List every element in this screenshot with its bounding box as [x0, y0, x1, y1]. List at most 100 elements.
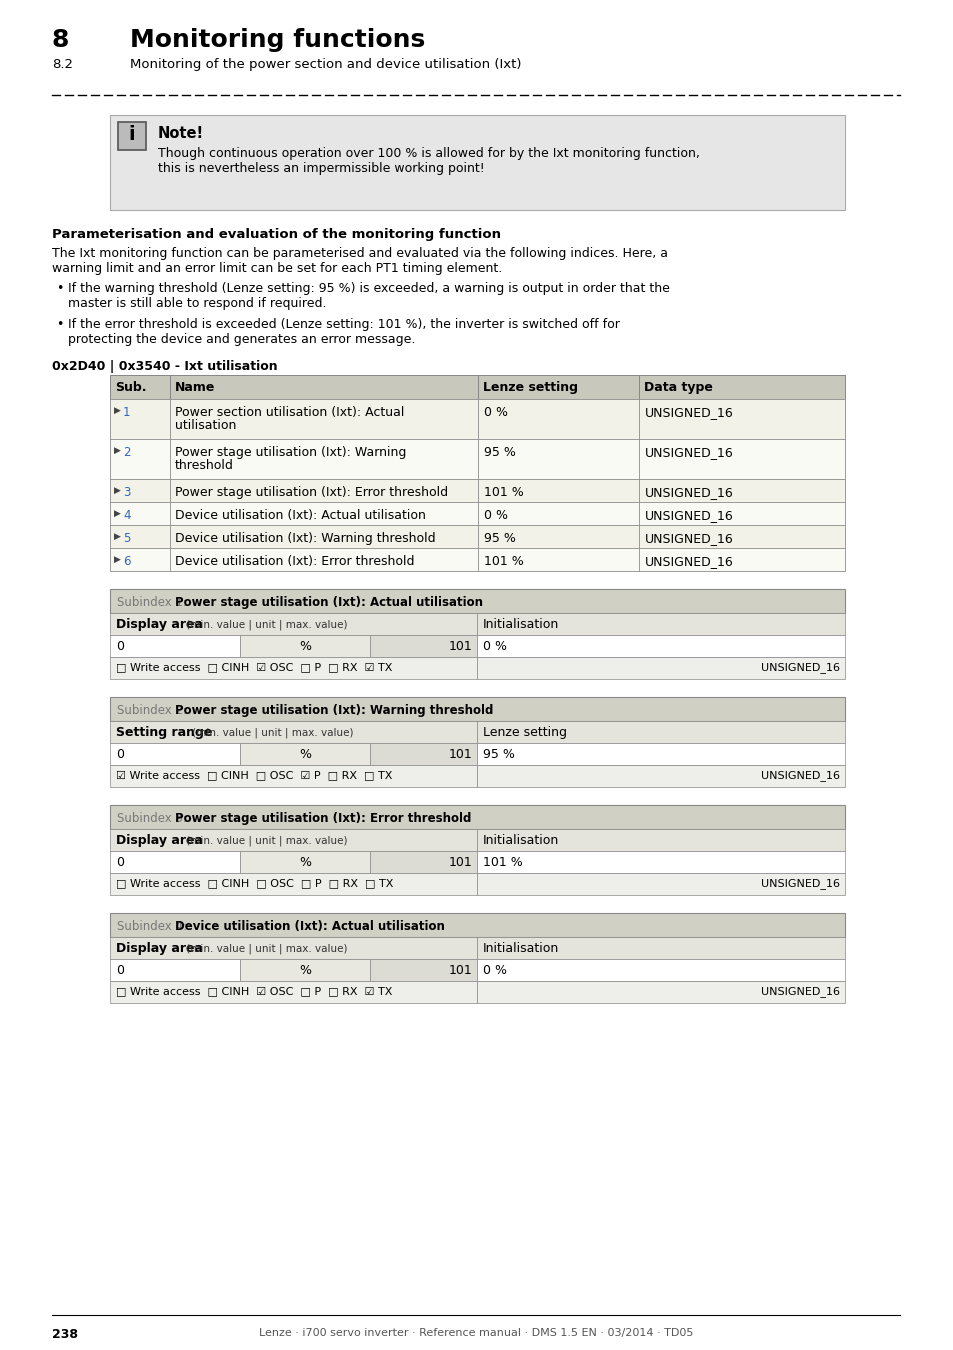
Bar: [170, 375, 477, 400]
Bar: [110, 805, 844, 829]
Bar: [370, 743, 476, 765]
Text: Subindex 3:: Subindex 3:: [117, 811, 191, 825]
Text: 101 %: 101 %: [483, 555, 523, 568]
Text: 4: 4: [123, 509, 131, 522]
Text: 8: 8: [52, 28, 70, 53]
Text: Power stage utilisation (Ixt): Warning: Power stage utilisation (Ixt): Warning: [174, 446, 406, 459]
Bar: [477, 479, 639, 502]
Bar: [110, 525, 170, 548]
Text: □ Write access  □ CINH  ☑ OSC  □ P  □ RX  ☑ TX: □ Write access □ CINH ☑ OSC □ P □ RX ☑ T…: [116, 986, 392, 996]
Text: %: %: [298, 748, 311, 761]
Text: 8.2: 8.2: [52, 58, 73, 72]
Bar: [110, 439, 170, 479]
Bar: [476, 743, 844, 765]
Text: (min. value | unit | max. value): (min. value | unit | max. value): [183, 620, 347, 629]
Text: 101: 101: [448, 964, 472, 977]
Bar: [639, 502, 844, 525]
Bar: [370, 958, 476, 981]
Text: 101 %: 101 %: [483, 486, 523, 500]
Bar: [110, 548, 844, 571]
Text: 101: 101: [448, 748, 472, 761]
Bar: [639, 479, 844, 502]
Text: Device utilisation (Ixt): Actual utilisation: Device utilisation (Ixt): Actual utilisa…: [174, 919, 444, 933]
Text: Display area: Display area: [116, 618, 203, 630]
Text: □ Write access  □ CINH  ☑ OSC  □ P  □ RX  ☑ TX: □ Write access □ CINH ☑ OSC □ P □ RX ☑ T…: [116, 662, 392, 672]
Bar: [110, 375, 844, 400]
Text: Initialisation: Initialisation: [482, 942, 558, 954]
Bar: [476, 873, 844, 895]
Text: Subindex 1:: Subindex 1:: [117, 595, 191, 609]
Text: Device utilisation (Ixt): Warning threshold: Device utilisation (Ixt): Warning thresh…: [174, 532, 436, 545]
Bar: [476, 765, 844, 787]
Text: 1: 1: [123, 406, 131, 418]
Bar: [110, 743, 240, 765]
Text: 0: 0: [116, 964, 124, 977]
Bar: [110, 613, 476, 634]
Text: Lenze setting: Lenze setting: [482, 726, 566, 738]
Text: Display area: Display area: [116, 942, 203, 954]
Bar: [110, 913, 844, 937]
Text: □ Write access  □ CINH  □ OSC  □ P  □ RX  □ TX: □ Write access □ CINH □ OSC □ P □ RX □ T…: [116, 878, 393, 888]
Text: Display area: Display area: [116, 834, 203, 846]
Text: ▶: ▶: [113, 532, 121, 541]
Bar: [110, 829, 476, 850]
Text: The Ixt monitoring function can be parameterised and evaluated via the following: The Ixt monitoring function can be param…: [52, 247, 667, 261]
Text: 101: 101: [448, 856, 472, 869]
Text: If the warning threshold (Lenze setting: 95 %) is exceeded, a warning is output : If the warning threshold (Lenze setting:…: [68, 282, 669, 296]
Text: UNSIGNED_16: UNSIGNED_16: [760, 878, 840, 888]
Bar: [477, 548, 639, 571]
Text: Initialisation: Initialisation: [482, 834, 558, 846]
Text: 2: 2: [123, 446, 131, 459]
Text: UNSIGNED_16: UNSIGNED_16: [644, 406, 733, 418]
Text: (min. value | unit | max. value): (min. value | unit | max. value): [183, 836, 347, 845]
Text: 0 %: 0 %: [483, 509, 507, 522]
Text: master is still able to respond if required.: master is still able to respond if requi…: [68, 297, 326, 310]
Bar: [476, 613, 844, 634]
Text: this is nevertheless an impermissible working point!: this is nevertheless an impermissible wo…: [158, 162, 484, 176]
Bar: [110, 548, 170, 571]
Text: Power stage utilisation (Ixt): Actual utilisation: Power stage utilisation (Ixt): Actual ut…: [174, 595, 482, 609]
Text: ▶: ▶: [113, 486, 121, 495]
Text: Parameterisation and evaluation of the monitoring function: Parameterisation and evaluation of the m…: [52, 228, 500, 242]
Bar: [110, 981, 476, 1003]
Bar: [170, 525, 477, 548]
Text: UNSIGNED_16: UNSIGNED_16: [644, 509, 733, 522]
Bar: [110, 937, 476, 958]
Text: Power stage utilisation (Ixt): Warning threshold: Power stage utilisation (Ixt): Warning t…: [174, 703, 493, 717]
Bar: [170, 502, 477, 525]
Text: 0 %: 0 %: [482, 640, 506, 653]
Text: Setting range: Setting range: [116, 726, 213, 738]
Bar: [110, 697, 844, 721]
Text: Data type: Data type: [643, 381, 712, 394]
Bar: [476, 657, 844, 679]
Text: Subindex 4:: Subindex 4:: [117, 919, 191, 933]
Bar: [170, 400, 477, 439]
Text: 0: 0: [116, 748, 124, 761]
Text: Lenze · i700 servo inverter · Reference manual · DMS 1.5 EN · 03/2014 · TD05: Lenze · i700 servo inverter · Reference …: [258, 1328, 693, 1338]
Text: 0: 0: [116, 856, 124, 869]
Text: 3: 3: [123, 486, 131, 500]
Text: ▶: ▶: [113, 446, 121, 455]
Bar: [476, 937, 844, 958]
Bar: [110, 400, 844, 439]
Bar: [170, 479, 477, 502]
Text: 238: 238: [52, 1328, 78, 1341]
Text: Lenze setting: Lenze setting: [482, 381, 578, 394]
Text: utilisation: utilisation: [174, 418, 236, 432]
Text: 101: 101: [448, 640, 472, 653]
Text: (min. value | unit | max. value): (min. value | unit | max. value): [189, 728, 353, 737]
Bar: [477, 502, 639, 525]
Text: 5: 5: [123, 532, 131, 545]
Text: ▶: ▶: [113, 509, 121, 518]
Bar: [170, 439, 477, 479]
Text: %: %: [298, 640, 311, 653]
Bar: [110, 589, 844, 613]
Bar: [476, 850, 844, 873]
Text: UNSIGNED_16: UNSIGNED_16: [644, 486, 733, 500]
Text: 0: 0: [116, 640, 124, 653]
Bar: [639, 439, 844, 479]
Bar: [110, 958, 240, 981]
Bar: [110, 850, 240, 873]
Text: •: •: [56, 282, 63, 296]
Text: •: •: [56, 319, 63, 331]
